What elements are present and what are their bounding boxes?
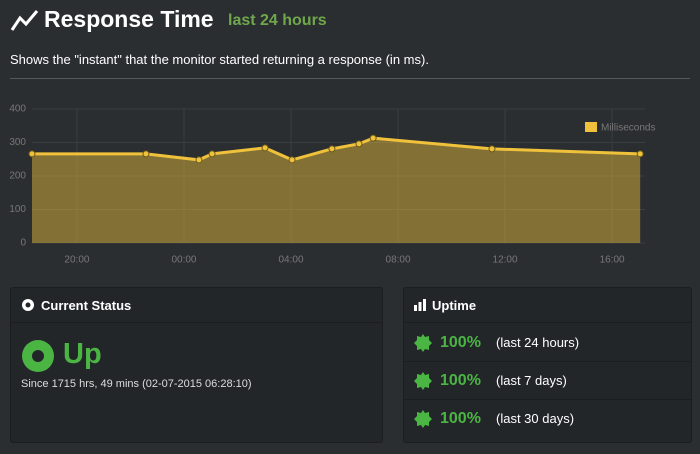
- up-icon: [22, 340, 54, 372]
- point: [208, 150, 216, 158]
- uptime-icon: [414, 299, 426, 311]
- x-tick-label: 12:00: [493, 255, 518, 266]
- x-tick-label: 16:00: [600, 255, 625, 266]
- x-tick-label: 08:00: [386, 255, 411, 266]
- point: [142, 150, 150, 158]
- point: [636, 150, 644, 158]
- uptime-header: Uptime: [404, 288, 691, 323]
- uptime-row: 100% (last 7 days): [404, 362, 691, 400]
- uptime-value: 100%: [440, 409, 481, 427]
- y-tick-label: 200: [9, 171, 26, 182]
- chart: 0 100 200 300 400 20:00 00:00 04:00 08:00 12:00 16…: [9, 104, 655, 266]
- uptime-row: 100% (last 30 days): [404, 400, 691, 437]
- y-tick-label: 100: [9, 204, 26, 215]
- divider: [10, 78, 690, 79]
- uptime-badge: [414, 333, 432, 352]
- point: [195, 156, 203, 164]
- y-tick-label: 400: [9, 104, 26, 115]
- point: [488, 145, 496, 153]
- x-tick-label: 04:00: [278, 255, 303, 266]
- title: Response Time: [44, 6, 214, 32]
- status-panel: Current Status Up Since 1715 hrs, 49 min…: [10, 287, 383, 443]
- point: [261, 144, 269, 152]
- uptime-panel: Uptime 100% (last 24 hours) 100% (last 7 da…: [403, 287, 692, 443]
- uptime-value: 100%: [440, 333, 481, 351]
- chart-icon: [10, 10, 39, 31]
- uptime-badge: [414, 371, 432, 390]
- uptime-period: (last 30 days): [496, 411, 575, 426]
- area: [32, 138, 641, 243]
- legend-swatch: [585, 122, 597, 132]
- status-since: Since 1715 hrs, 49 mins (02-07-2015 06:2…: [21, 378, 252, 390]
- point: [28, 150, 36, 158]
- status-title: Current Status: [41, 297, 132, 313]
- uptime-badge: [414, 409, 432, 428]
- status-icon: [22, 299, 34, 311]
- y-tick-label: 0: [20, 238, 26, 249]
- uptime-value: 100%: [440, 371, 481, 389]
- point: [328, 145, 336, 153]
- point: [288, 156, 296, 164]
- uptime-period: (last 7 days): [496, 373, 567, 388]
- uptime-row: 100% (last 24 hours): [404, 324, 691, 362]
- x-tick-label: 20:00: [64, 255, 89, 266]
- x-tick-label: 00:00: [171, 255, 196, 266]
- status-header: Current Status: [11, 288, 382, 323]
- status-state: Up: [63, 338, 102, 370]
- uptime-period: (last 24 hours): [496, 335, 580, 350]
- y-tick-label: 300: [9, 137, 26, 148]
- point: [355, 140, 363, 148]
- description: Shows the "instant" that the monitor sta…: [10, 52, 429, 67]
- period: last 24 hours: [228, 12, 327, 29]
- point: [369, 134, 377, 142]
- uptime-title: Uptime: [432, 297, 477, 313]
- legend-label: Milliseconds: [601, 123, 655, 134]
